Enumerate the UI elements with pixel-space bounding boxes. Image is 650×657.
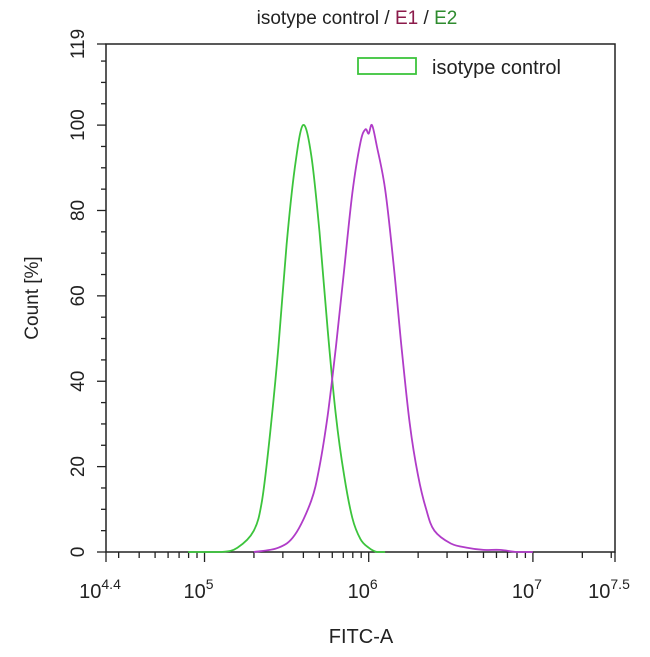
y-tick-label: 60 — [68, 285, 89, 306]
series-line-0 — [188, 124, 386, 553]
title-part-1: / — [379, 8, 395, 29]
legend-swatch-isotype-control — [357, 57, 417, 75]
series-line-1 — [253, 123, 533, 553]
title-part-0: isotype control — [257, 8, 380, 29]
x-tick-label: 105 — [183, 576, 213, 603]
y-tick-label: 40 — [68, 371, 89, 392]
x-axis-label: FITC-A — [329, 626, 394, 648]
chart-title: isotype control / E1 / E2 — [257, 8, 458, 29]
title-part-3: / — [418, 8, 434, 29]
y-tick-label: 100 — [68, 109, 89, 141]
y-tick-label: 0 — [68, 547, 89, 558]
y-axis: 0 20 40 60 80 100 119 — [68, 29, 106, 557]
title-part-4: E2 — [434, 8, 457, 29]
y-tick-label: 119 — [68, 29, 89, 59]
series-layer — [188, 123, 533, 553]
x-tick-label: 104.4 — [79, 576, 121, 603]
y-tick-label: 20 — [68, 456, 89, 477]
y-tick-label: 80 — [68, 200, 89, 221]
legend: isotype control — [357, 57, 561, 79]
y-axis-label: Count [%] — [22, 256, 43, 339]
x-tick-label: 106 — [348, 576, 378, 603]
x-axis: 104.4 105 106 107 107.5 — [79, 552, 630, 603]
plot-frame — [105, 43, 616, 553]
x-tick-label: 107.5 — [588, 576, 630, 603]
legend-label-isotype-control: isotype control — [432, 57, 561, 79]
title-part-2: E1 — [395, 8, 418, 29]
x-tick-label: 107 — [512, 576, 542, 603]
